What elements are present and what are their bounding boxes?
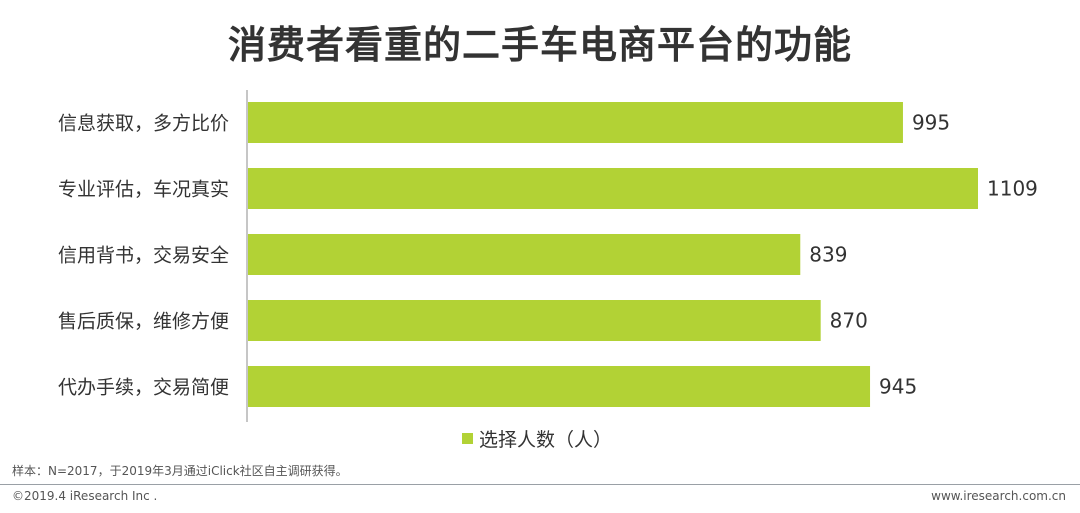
bar xyxy=(248,102,903,143)
data-label: 945 xyxy=(879,375,917,399)
data-label: 839 xyxy=(809,243,847,267)
data-label: 995 xyxy=(912,111,950,135)
data-label: 870 xyxy=(830,309,868,333)
legend: 选择人数（人） xyxy=(462,427,613,451)
bar xyxy=(248,234,801,275)
bar xyxy=(248,168,978,209)
category-label: 信息获取，多方比价 xyxy=(58,113,229,135)
sample-note: 样本：N=2017，于2019年3月通过iClick社区自主调研获得。 xyxy=(12,464,348,478)
chart-title: 消费者看重的二手车电商平台的功能 xyxy=(227,23,852,67)
bar xyxy=(248,300,821,341)
website-url: www.iresearch.com.cn xyxy=(931,489,1066,503)
legend-swatch xyxy=(462,432,473,444)
category-label: 信用背书，交易安全 xyxy=(58,245,229,267)
category-label: 售后质保，维修方便 xyxy=(58,311,229,333)
copyright: ©2019.4 iResearch Inc . xyxy=(12,489,158,503)
category-label: 代办手续，交易简便 xyxy=(58,377,229,399)
category-label: 专业评估，车况真实 xyxy=(58,179,229,201)
data-label: 1109 xyxy=(987,177,1038,201)
legend-label: 选择人数（人） xyxy=(479,428,613,451)
bar-chart: 信息获取，多方比价 995 专业评估，车况真实 1109 信用背书，交易安全 839 售后质… xyxy=(58,90,1038,422)
footer-divider xyxy=(0,484,1080,485)
bar xyxy=(248,366,871,407)
